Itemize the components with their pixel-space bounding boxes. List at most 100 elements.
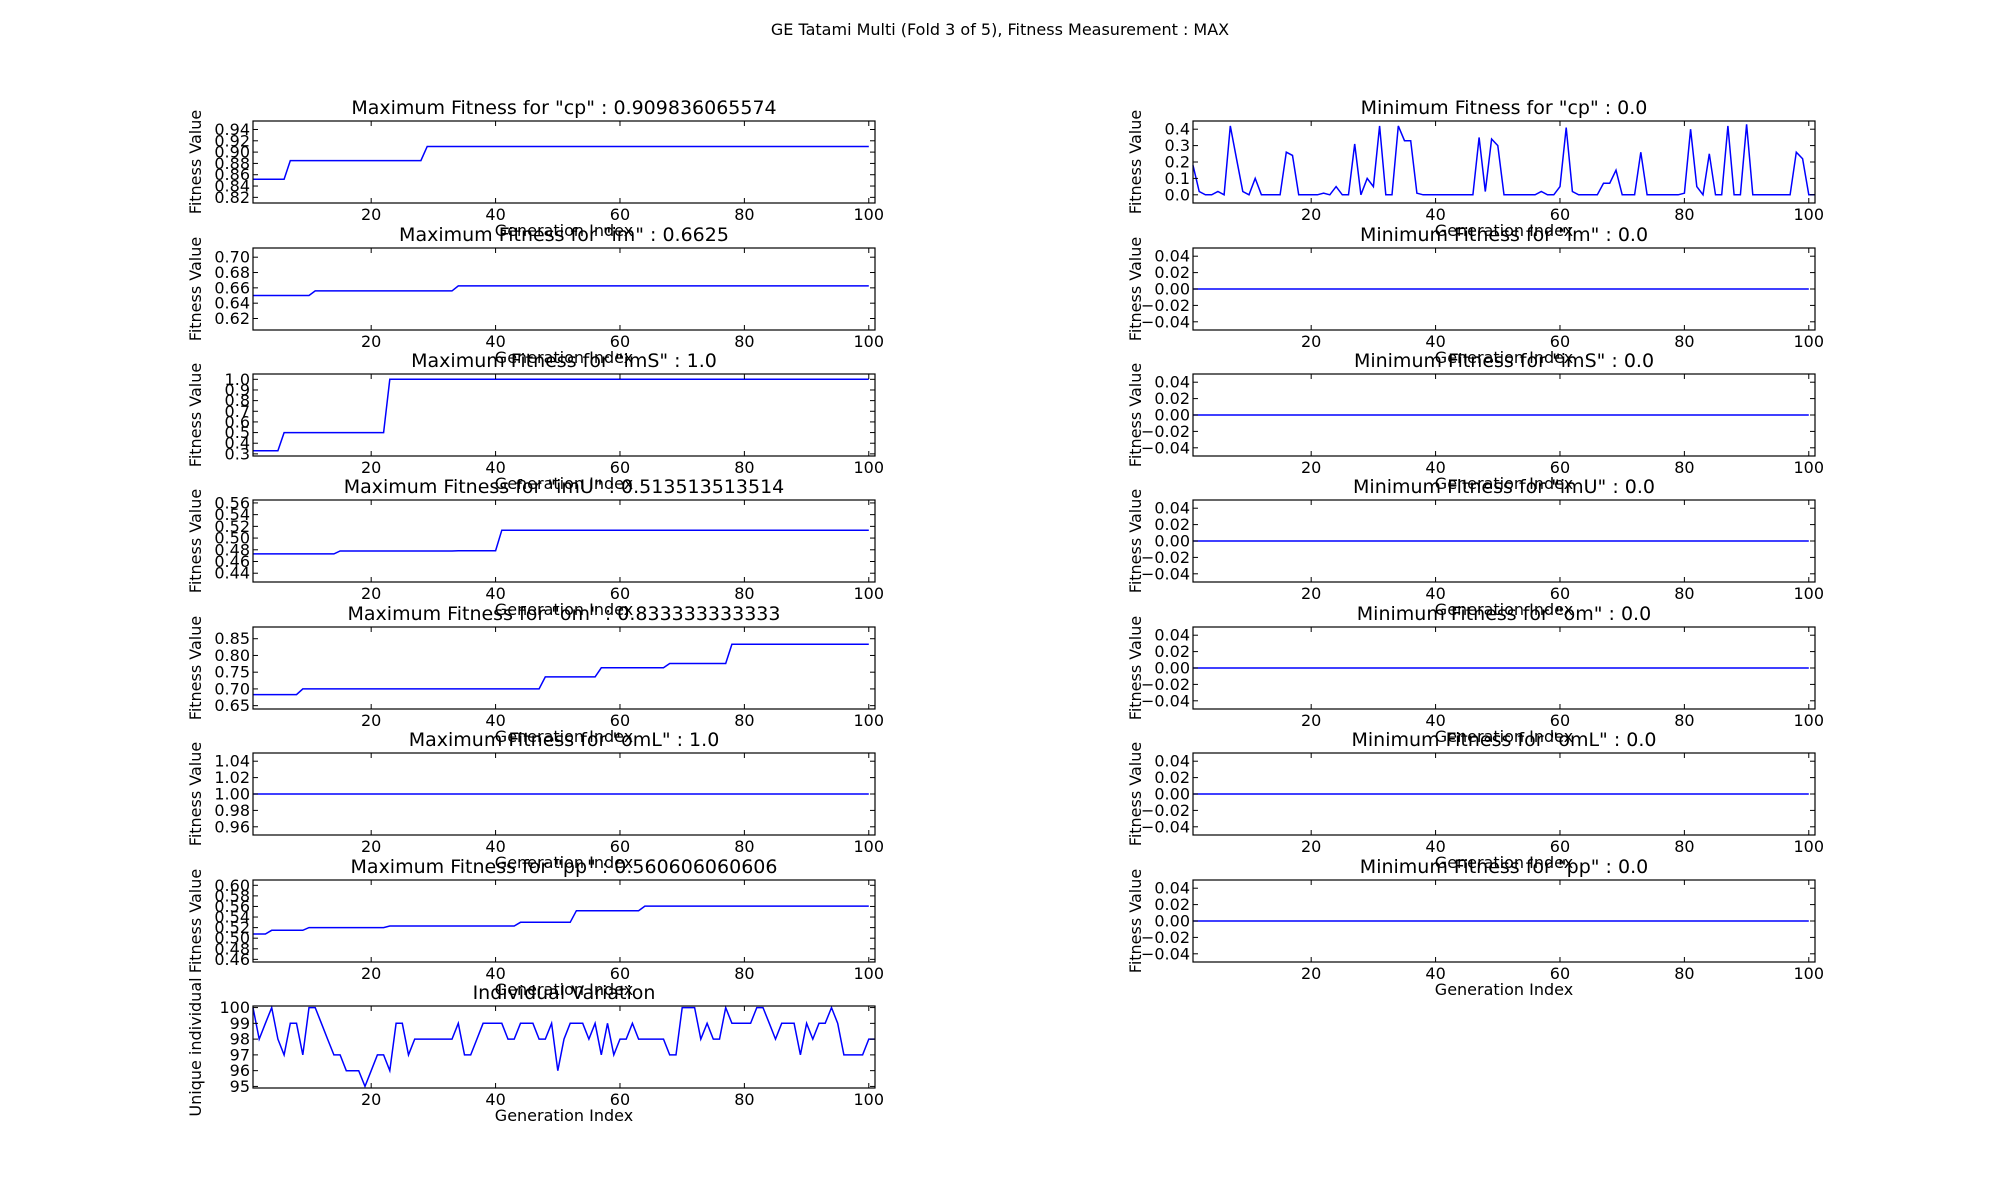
data-line xyxy=(253,529,869,555)
x-tick-label: 40 xyxy=(485,584,505,603)
x-axis-label: Generation Index xyxy=(1435,980,1573,999)
plot-frame xyxy=(252,879,876,963)
y-axis-label: Fitness Value xyxy=(1126,237,1145,341)
y-tick-label: 0.64 xyxy=(214,294,250,313)
y-tick-label: 1.02 xyxy=(214,768,250,787)
y-tick-label: 0.75 xyxy=(214,663,250,682)
data-line xyxy=(253,145,869,180)
y-tick-label: 0.50 xyxy=(214,529,250,548)
x-tick-label: 60 xyxy=(1550,205,1570,224)
x-axis-label: Generation Index xyxy=(495,727,633,746)
x-tick-label: 100 xyxy=(854,458,885,477)
x-tick-label: 20 xyxy=(1301,458,1321,477)
y-tick-label: 0.54 xyxy=(214,505,250,524)
y-tick-label: 1.00 xyxy=(214,785,250,804)
x-tick-label: 100 xyxy=(854,964,885,983)
y-tick-label: −0.04 xyxy=(1141,944,1190,963)
chart-max-cp: Maximum Fitness for "cp" : 0.90983606557… xyxy=(186,97,884,240)
y-tick-label: 0.54 xyxy=(214,908,250,927)
y-tick-label: 0.66 xyxy=(214,278,250,297)
y-tick-label: 0.44 xyxy=(214,564,250,583)
y-tick-label: 0.02 xyxy=(1154,389,1190,408)
x-tick-label: 20 xyxy=(361,584,381,603)
x-tick-label: 100 xyxy=(1794,458,1825,477)
chart-title: Minimum Fitness for "im" : 0.0 xyxy=(1360,224,1648,246)
y-tick-label: 0.82 xyxy=(214,188,250,207)
y-tick-label: 0.46 xyxy=(214,950,250,969)
y-tick-label: −0.04 xyxy=(1141,817,1190,836)
chart-title: Individual Variation xyxy=(473,982,656,1004)
y-tick-label: −0.02 xyxy=(1141,296,1190,315)
y-tick-label: 95 xyxy=(230,1077,250,1096)
chart-title: Maximum Fitness for "om" : 0.83333333333… xyxy=(348,603,781,625)
x-tick-label: 20 xyxy=(361,711,381,730)
x-tick-label: 80 xyxy=(1674,711,1694,730)
y-tick-label: 0.65 xyxy=(214,696,250,715)
y-tick-label: 0.1 xyxy=(1165,169,1190,188)
y-tick-label: 0.3 xyxy=(225,444,250,463)
x-tick-label: 60 xyxy=(1550,711,1570,730)
y-tick-label: 0.62 xyxy=(214,309,250,328)
chart-title: Maximum Fitness for "im" : 0.6625 xyxy=(399,224,729,246)
y-tick-label: −0.02 xyxy=(1141,422,1190,441)
y-axis-label: Fitness Value xyxy=(186,869,205,973)
y-tick-label: 0.5 xyxy=(225,423,250,442)
y-axis-label: Fitness Value xyxy=(1126,110,1145,214)
y-axis-label: Fitness Value xyxy=(1126,363,1145,467)
x-tick-label: 100 xyxy=(1794,332,1825,351)
x-tick-label: 60 xyxy=(610,458,630,477)
data-line xyxy=(1192,124,1815,197)
y-tick-label: 0.02 xyxy=(1154,642,1190,661)
chart-title: Minimum Fitness for "pp" : 0.0 xyxy=(1360,856,1648,878)
y-tick-label: 0.02 xyxy=(1154,768,1190,787)
y-tick-label: 0.85 xyxy=(214,629,250,648)
plot-frame xyxy=(252,1005,876,1089)
x-tick-label: 20 xyxy=(361,332,381,351)
x-tick-label: 100 xyxy=(854,205,885,224)
y-tick-label: 96 xyxy=(230,1061,250,1080)
x-axis-label: Generation Index xyxy=(495,980,633,999)
subplot-grid: Maximum Fitness for "cp" : 0.90983606557… xyxy=(186,97,1824,1125)
x-tick-label: 100 xyxy=(1794,711,1825,730)
y-tick-label: −0.04 xyxy=(1141,312,1190,331)
x-tick-label: 20 xyxy=(1301,584,1321,603)
y-axis-label: Fitness Value xyxy=(186,237,205,341)
x-tick-label: 40 xyxy=(485,964,505,983)
chart-title: Maximum Fitness for "pp" : 0.56060606060… xyxy=(351,856,778,878)
chart-title: Minimum Fitness for "om" : 0.0 xyxy=(1357,603,1651,625)
x-tick-label: 80 xyxy=(1674,584,1694,603)
x-tick-label: 40 xyxy=(1425,332,1445,351)
x-tick-label: 100 xyxy=(1794,837,1825,856)
plot-frame xyxy=(252,626,876,710)
y-tick-label: 99 xyxy=(230,1014,250,1033)
chart-min-om: Minimum Fitness for "om" : 0.0 20 40 60 80 10… xyxy=(1126,603,1824,746)
x-axis-label: Generation Index xyxy=(1435,727,1573,746)
y-tick-label: 0.6 xyxy=(225,412,250,431)
x-tick-label: 60 xyxy=(1550,964,1570,983)
data-line xyxy=(253,905,869,935)
y-tick-label: 0.2 xyxy=(1165,153,1190,172)
x-tick-label: 40 xyxy=(485,205,505,224)
data-line xyxy=(252,1004,875,1089)
y-tick-label: 0.02 xyxy=(1154,895,1190,914)
x-tick-label: 80 xyxy=(734,458,754,477)
chart-title: Minimum Fitness for "cp" : 0.0 xyxy=(1361,97,1648,119)
y-tick-label: 0.02 xyxy=(1154,263,1190,282)
x-tick-label: 40 xyxy=(1425,458,1445,477)
x-tick-label: 60 xyxy=(1550,584,1570,603)
x-tick-label: 100 xyxy=(1794,964,1825,983)
y-axis-label: Fitness Value xyxy=(186,363,205,467)
y-tick-label: 0.98 xyxy=(214,801,250,820)
y-tick-label: 0.04 xyxy=(1154,373,1190,392)
y-axis-label: Fitness Value xyxy=(186,489,205,593)
y-tick-label: 1.04 xyxy=(214,752,250,771)
y-tick-label: 0.4 xyxy=(225,434,250,453)
x-axis-label: Generation Index xyxy=(495,221,633,240)
y-axis-label: Fitness Value xyxy=(1126,616,1145,720)
x-tick-label: 20 xyxy=(361,837,381,856)
y-tick-label: −0.04 xyxy=(1141,564,1190,583)
plot-frame xyxy=(252,373,876,457)
y-axis-label: Fitness Value xyxy=(186,616,205,720)
x-tick-label: 100 xyxy=(1794,205,1825,224)
